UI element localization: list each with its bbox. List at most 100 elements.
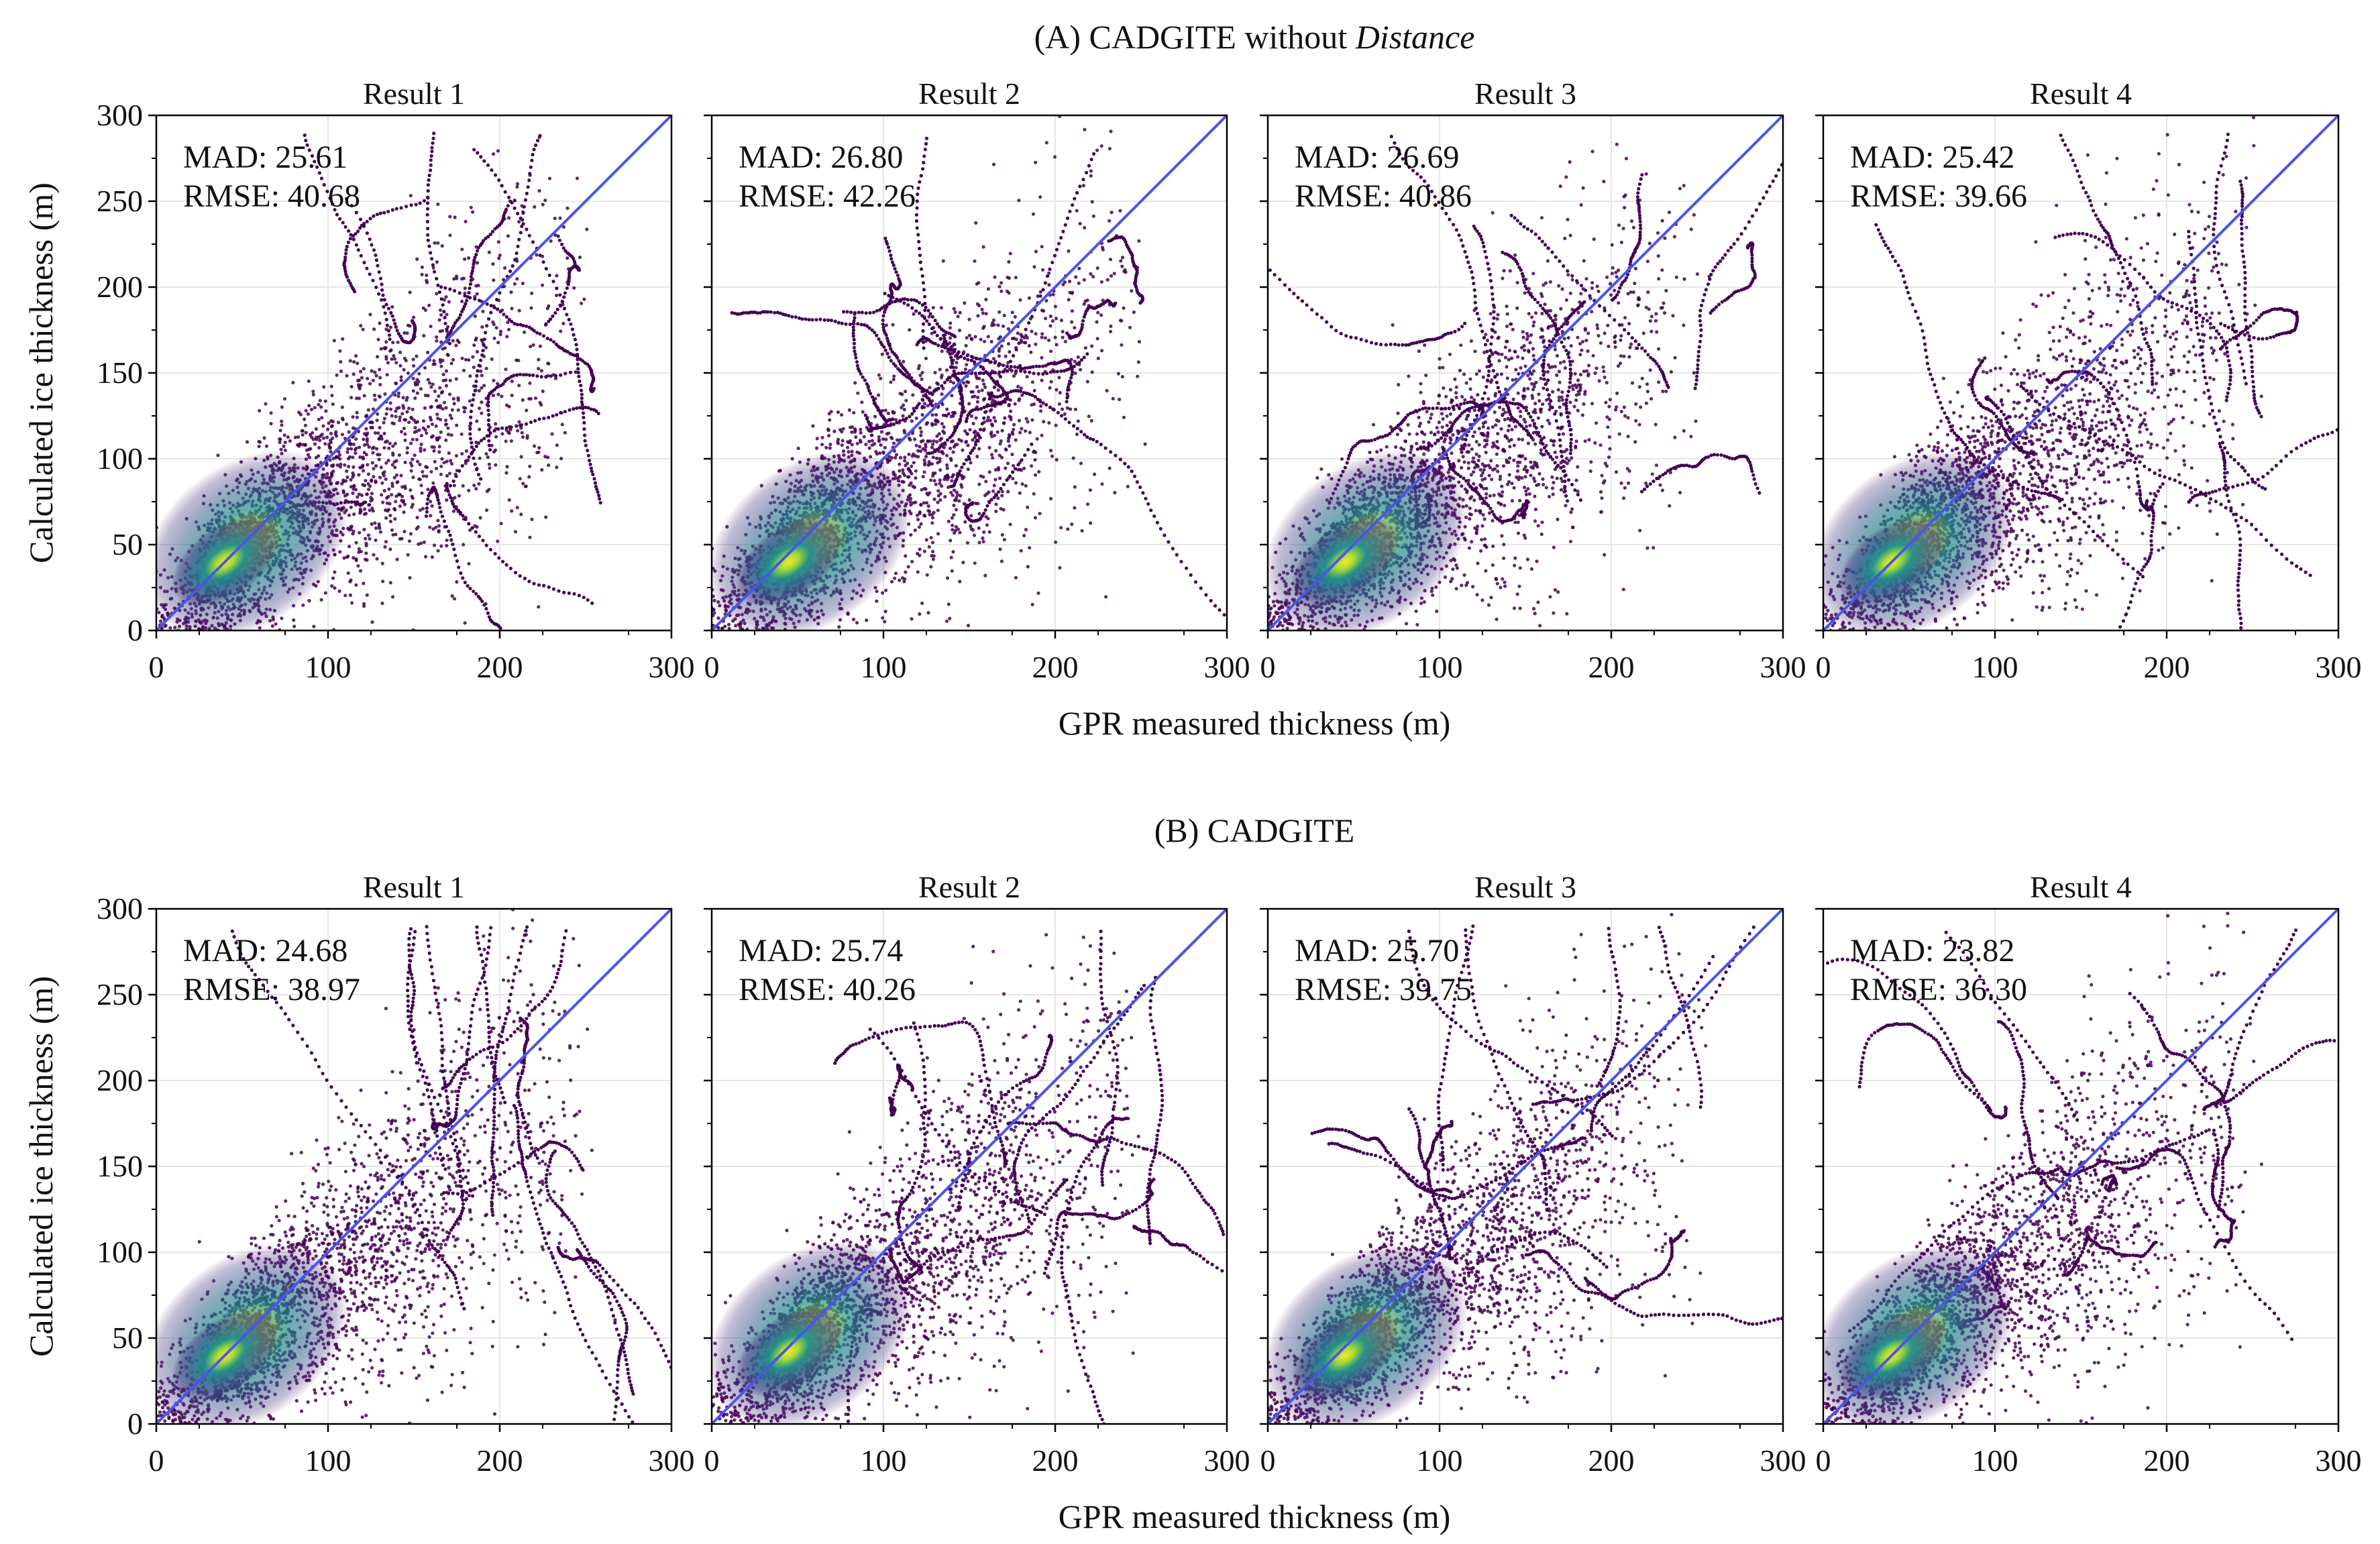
scatter-point	[317, 445, 321, 450]
scatter-point	[425, 474, 429, 478]
scatter-point	[496, 149, 500, 153]
scatter-point	[362, 604, 366, 608]
scatter-point	[574, 343, 578, 347]
scatter-point	[441, 303, 445, 307]
scatter-point	[490, 443, 494, 447]
scatter-point	[584, 405, 588, 410]
scatter-point	[408, 575, 412, 580]
scatter-point	[918, 553, 922, 557]
scatter-point	[415, 378, 419, 382]
scatter-point	[553, 311, 557, 315]
scatter-point	[952, 307, 956, 311]
scatter-point	[510, 264, 515, 268]
scatter-point	[409, 532, 413, 536]
scatter-point	[339, 360, 343, 364]
scatter-point	[840, 443, 844, 447]
scatter-point	[374, 538, 378, 543]
scatter-point	[356, 564, 360, 568]
scatter-point	[380, 601, 384, 606]
scatter-point	[504, 471, 508, 475]
scatter-point	[520, 431, 524, 435]
scatter-point	[333, 208, 337, 212]
scatter-point	[413, 453, 417, 457]
scatter-point	[368, 217, 372, 221]
scatter-point	[575, 347, 579, 351]
scatter-point	[430, 146, 434, 150]
scatter-point	[482, 239, 486, 243]
scatter-point	[983, 385, 987, 390]
scatter-point	[298, 442, 302, 446]
scatter-point	[1096, 311, 1100, 315]
scatter-point	[305, 143, 309, 147]
scatter-point	[467, 561, 471, 566]
scatter-point	[324, 409, 328, 413]
scatter-point	[411, 476, 415, 480]
scatter-point	[304, 408, 308, 412]
scatter-point	[952, 503, 956, 508]
scatter-point	[436, 498, 440, 502]
scatter-point	[547, 304, 551, 308]
scatter-point	[415, 437, 419, 442]
scatter-point	[551, 280, 555, 284]
scatter-point	[953, 410, 957, 415]
scatter-point	[382, 431, 386, 435]
scatter-point	[469, 409, 474, 414]
scatter-point	[439, 360, 443, 364]
scatter-point	[368, 508, 372, 512]
scatter-point	[1089, 419, 1093, 423]
scatter-point	[352, 484, 356, 488]
scatter-point	[473, 462, 477, 466]
scatter-point	[580, 402, 584, 407]
scatter-point	[912, 461, 916, 465]
scatter-point	[547, 176, 552, 180]
scatter-point	[559, 457, 563, 461]
scatter-point	[429, 251, 433, 255]
scatter-point	[524, 484, 528, 488]
scatter-point	[904, 463, 908, 467]
scatter-point	[975, 385, 979, 389]
scatter-point	[498, 626, 502, 630]
scatter-point	[572, 592, 576, 596]
scatter-point	[397, 406, 401, 410]
scatter-point	[958, 311, 962, 315]
scatter-point	[481, 309, 485, 313]
scatter-point	[898, 578, 902, 582]
scatter-point	[561, 225, 566, 229]
scatter-point	[422, 199, 427, 203]
scatter-point	[447, 493, 451, 497]
scatter-point	[388, 514, 392, 518]
scatter-point	[406, 553, 410, 557]
y-tick-label: 250	[97, 184, 143, 218]
scatter-point	[1024, 429, 1028, 433]
scatter-point	[317, 171, 321, 175]
scatter-point	[900, 406, 904, 410]
scatter-point	[426, 350, 430, 355]
scatter-point	[339, 462, 343, 466]
scatter-point	[382, 421, 386, 425]
scatter-point	[505, 465, 509, 469]
scatter-point	[572, 286, 576, 290]
scatter-point	[426, 394, 430, 398]
scatter-point	[430, 150, 434, 154]
scatter-point	[578, 357, 582, 362]
scatter-point	[442, 461, 446, 465]
scatter-point	[366, 488, 371, 492]
scatter-point	[432, 543, 437, 547]
scatter-point	[425, 502, 429, 506]
scatter-point	[343, 270, 347, 274]
scatter-point	[533, 205, 537, 209]
scatter-point	[373, 521, 377, 525]
scatter-point	[486, 423, 491, 427]
scatter-point	[439, 472, 443, 476]
scatter-point	[370, 506, 374, 510]
scatter-point	[312, 624, 316, 628]
scatter-point	[363, 507, 367, 511]
scatter-point	[362, 582, 366, 586]
scatter-point	[429, 404, 433, 409]
scatter-point	[1079, 461, 1083, 465]
scatter-point	[716, 616, 720, 620]
scatter-point	[437, 318, 441, 322]
scatter-point	[338, 217, 342, 221]
scatter-point	[283, 440, 287, 445]
